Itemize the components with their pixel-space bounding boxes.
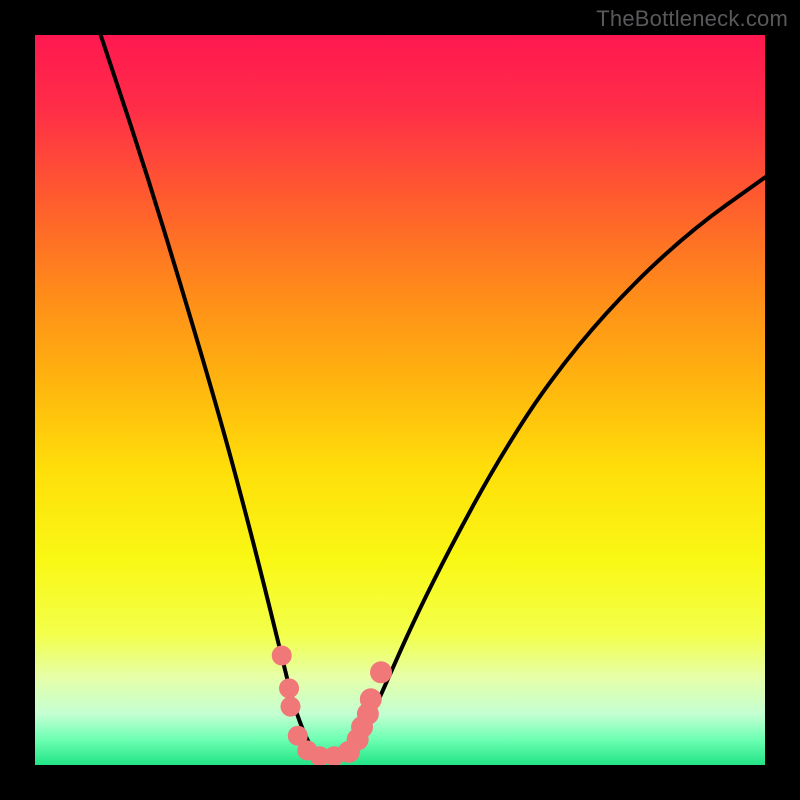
plot-area <box>35 35 765 765</box>
curve-left-branch <box>101 35 324 758</box>
chart-frame: TheBottleneck.com <box>0 0 800 800</box>
curve-layer <box>35 35 765 765</box>
marker-dot <box>279 678 299 698</box>
marker-dot <box>281 697 301 717</box>
marker-dot <box>360 688 382 710</box>
marker-dot <box>272 646 292 666</box>
marker-dot <box>370 661 392 683</box>
watermark-text: TheBottleneck.com <box>596 6 788 32</box>
marker-group <box>272 646 392 766</box>
